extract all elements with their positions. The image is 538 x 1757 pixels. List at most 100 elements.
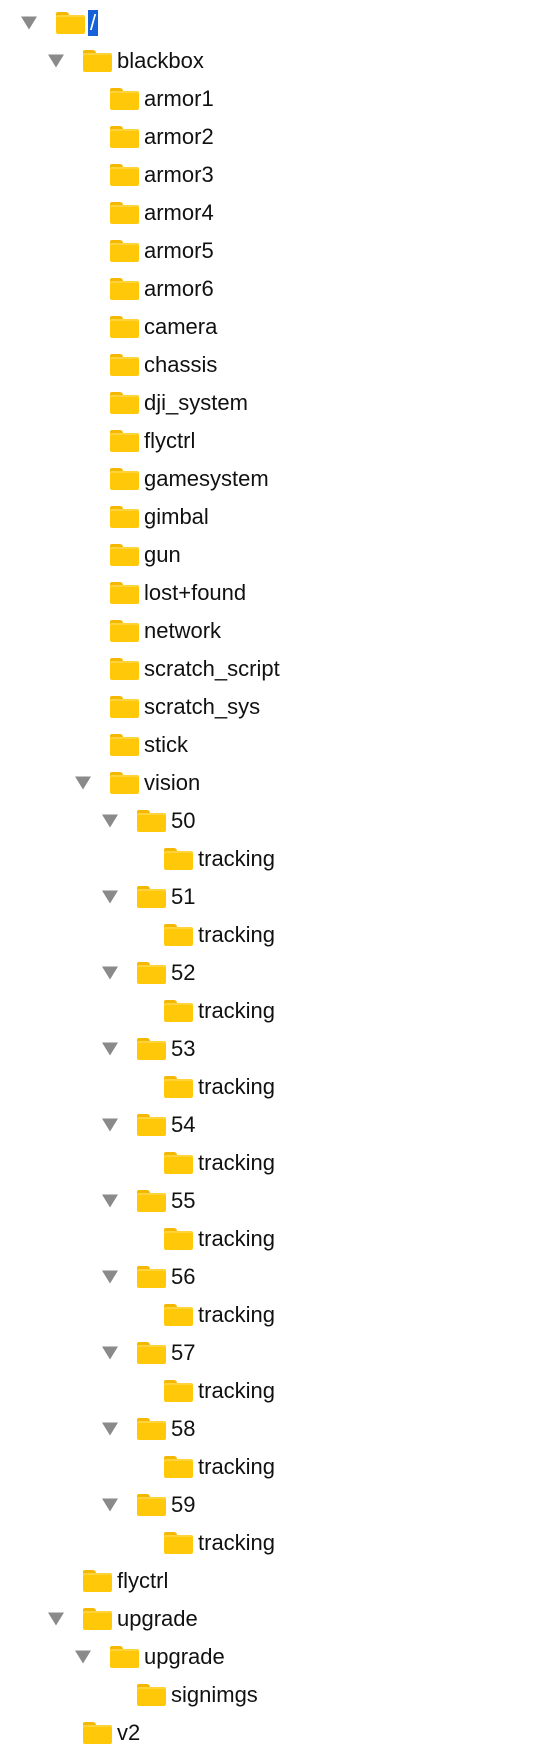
tree-row[interactable]: upgrade (0, 1600, 538, 1638)
folder-icon (110, 430, 139, 452)
folder-icon (110, 620, 139, 642)
tree-item-label: 54 (171, 1112, 196, 1137)
tree-row[interactable]: 53 (0, 1030, 538, 1068)
folder-icon (164, 848, 193, 870)
folder-icon (164, 1380, 193, 1402)
disclosure-triangle-down-icon[interactable] (102, 890, 118, 904)
disclosure-triangle-down-icon[interactable] (102, 1270, 118, 1284)
tree-item-label: gamesystem (144, 466, 269, 491)
tree-row[interactable]: armor4 (0, 194, 538, 232)
tree-row[interactable]: gimbal (0, 498, 538, 536)
tree-row[interactable]: dji_system (0, 384, 538, 422)
disclosure-triangle-down-icon[interactable] (102, 966, 118, 980)
folder-icon (110, 278, 139, 300)
disclosure-triangle-down-icon[interactable] (102, 814, 118, 828)
tree-row[interactable]: 59 (0, 1486, 538, 1524)
disclosure-triangle-down-icon[interactable] (102, 1194, 118, 1208)
folder-icon (83, 1570, 112, 1592)
folder-icon (110, 1646, 139, 1668)
tree-row[interactable]: armor6 (0, 270, 538, 308)
tree-row[interactable]: gamesystem (0, 460, 538, 498)
tree-item-label: / (88, 10, 99, 36)
folder-icon (110, 582, 139, 604)
tree-row[interactable]: 57 (0, 1334, 538, 1372)
disclosure-triangle-down-icon[interactable] (102, 1346, 118, 1360)
folder-icon (137, 810, 166, 832)
tree-item-label: upgrade (117, 1606, 198, 1631)
tree-row[interactable]: armor3 (0, 156, 538, 194)
tree-row[interactable]: tracking (0, 1372, 538, 1410)
tree-row[interactable]: scratch_sys (0, 688, 538, 726)
tree-item-label: v2 (117, 1720, 141, 1745)
folder-icon (137, 1342, 166, 1364)
folder-icon (110, 506, 139, 528)
tree-row[interactable]: tracking (0, 840, 538, 878)
tree-item-label: armor3 (144, 162, 214, 187)
tree-row[interactable]: network (0, 612, 538, 650)
tree-row[interactable]: flyctrl (0, 422, 538, 460)
tree-row[interactable]: 54 (0, 1106, 538, 1144)
tree-row[interactable]: tracking (0, 992, 538, 1030)
tree-item-label: tracking (198, 1454, 276, 1479)
tree-item-label: gimbal (144, 504, 209, 529)
tree-row[interactable]: scratch_script (0, 650, 538, 688)
tree-row[interactable]: lost+found (0, 574, 538, 612)
folder-icon (137, 962, 166, 984)
tree-item-label: tracking (198, 1302, 276, 1327)
disclosure-triangle-down-icon[interactable] (102, 1422, 118, 1436)
tree-item-label: lost+found (144, 580, 247, 605)
folder-icon (137, 1190, 166, 1212)
disclosure-triangle-down-icon[interactable] (48, 1612, 64, 1626)
tree-row[interactable]: 55 (0, 1182, 538, 1220)
tree-item-label: tracking (198, 1150, 276, 1175)
tree-row[interactable]: 51 (0, 878, 538, 916)
tree-row[interactable]: 52 (0, 954, 538, 992)
tree-row[interactable]: tracking (0, 1068, 538, 1106)
folder-icon (110, 772, 139, 794)
tree-row[interactable]: armor2 (0, 118, 538, 156)
disclosure-triangle-down-icon[interactable] (102, 1498, 118, 1512)
tree-row[interactable]: flyctrl (0, 1562, 538, 1600)
folder-icon (110, 734, 139, 756)
tree-item-label: tracking (198, 998, 276, 1023)
tree-row[interactable]: v2 (0, 1714, 538, 1752)
tree-row[interactable]: 56 (0, 1258, 538, 1296)
tree-item-label: 56 (171, 1264, 196, 1289)
tree-row[interactable]: stick (0, 726, 538, 764)
tree-row[interactable]: vision (0, 764, 538, 802)
tree-row[interactable]: signimgs (0, 1676, 538, 1714)
tree-row[interactable]: tracking (0, 1220, 538, 1258)
tree-row[interactable]: tracking (0, 1448, 538, 1486)
tree-row[interactable]: armor5 (0, 232, 538, 270)
disclosure-triangle-down-icon[interactable] (48, 54, 64, 68)
tree-item-label: armor2 (144, 124, 214, 149)
folder-icon (137, 1038, 166, 1060)
disclosure-triangle-down-icon[interactable] (102, 1118, 118, 1132)
tree-row[interactable]: armor1 (0, 80, 538, 118)
disclosure-triangle-down-icon[interactable] (102, 1042, 118, 1056)
tree-item-label: armor1 (144, 86, 214, 111)
folder-icon (164, 1228, 193, 1250)
tree-row[interactable]: tracking (0, 1524, 538, 1562)
tree-item-label: network (144, 618, 222, 643)
folder-icon (110, 202, 139, 224)
tree-row[interactable]: tracking (0, 1296, 538, 1334)
disclosure-triangle-down-icon[interactable] (75, 776, 91, 790)
tree-row[interactable]: 50 (0, 802, 538, 840)
disclosure-triangle-down-icon[interactable] (21, 16, 37, 30)
tree-row[interactable]: upgrade (0, 1638, 538, 1676)
tree-item-label: upgrade (144, 1644, 225, 1669)
tree-row[interactable]: blackbox (0, 42, 538, 80)
tree-item-label: camera (144, 314, 218, 339)
tree-row[interactable]: 58 (0, 1410, 538, 1448)
disclosure-triangle-down-icon[interactable] (75, 1650, 91, 1664)
tree-item-label: tracking (198, 846, 276, 871)
tree-item-label: chassis (144, 352, 218, 377)
tree-row[interactable]: / (0, 4, 538, 42)
tree-row[interactable]: chassis (0, 346, 538, 384)
tree-row[interactable]: tracking (0, 916, 538, 954)
folder-icon (137, 1418, 166, 1440)
tree-row[interactable]: tracking (0, 1144, 538, 1182)
tree-row[interactable]: camera (0, 308, 538, 346)
tree-row[interactable]: gun (0, 536, 538, 574)
